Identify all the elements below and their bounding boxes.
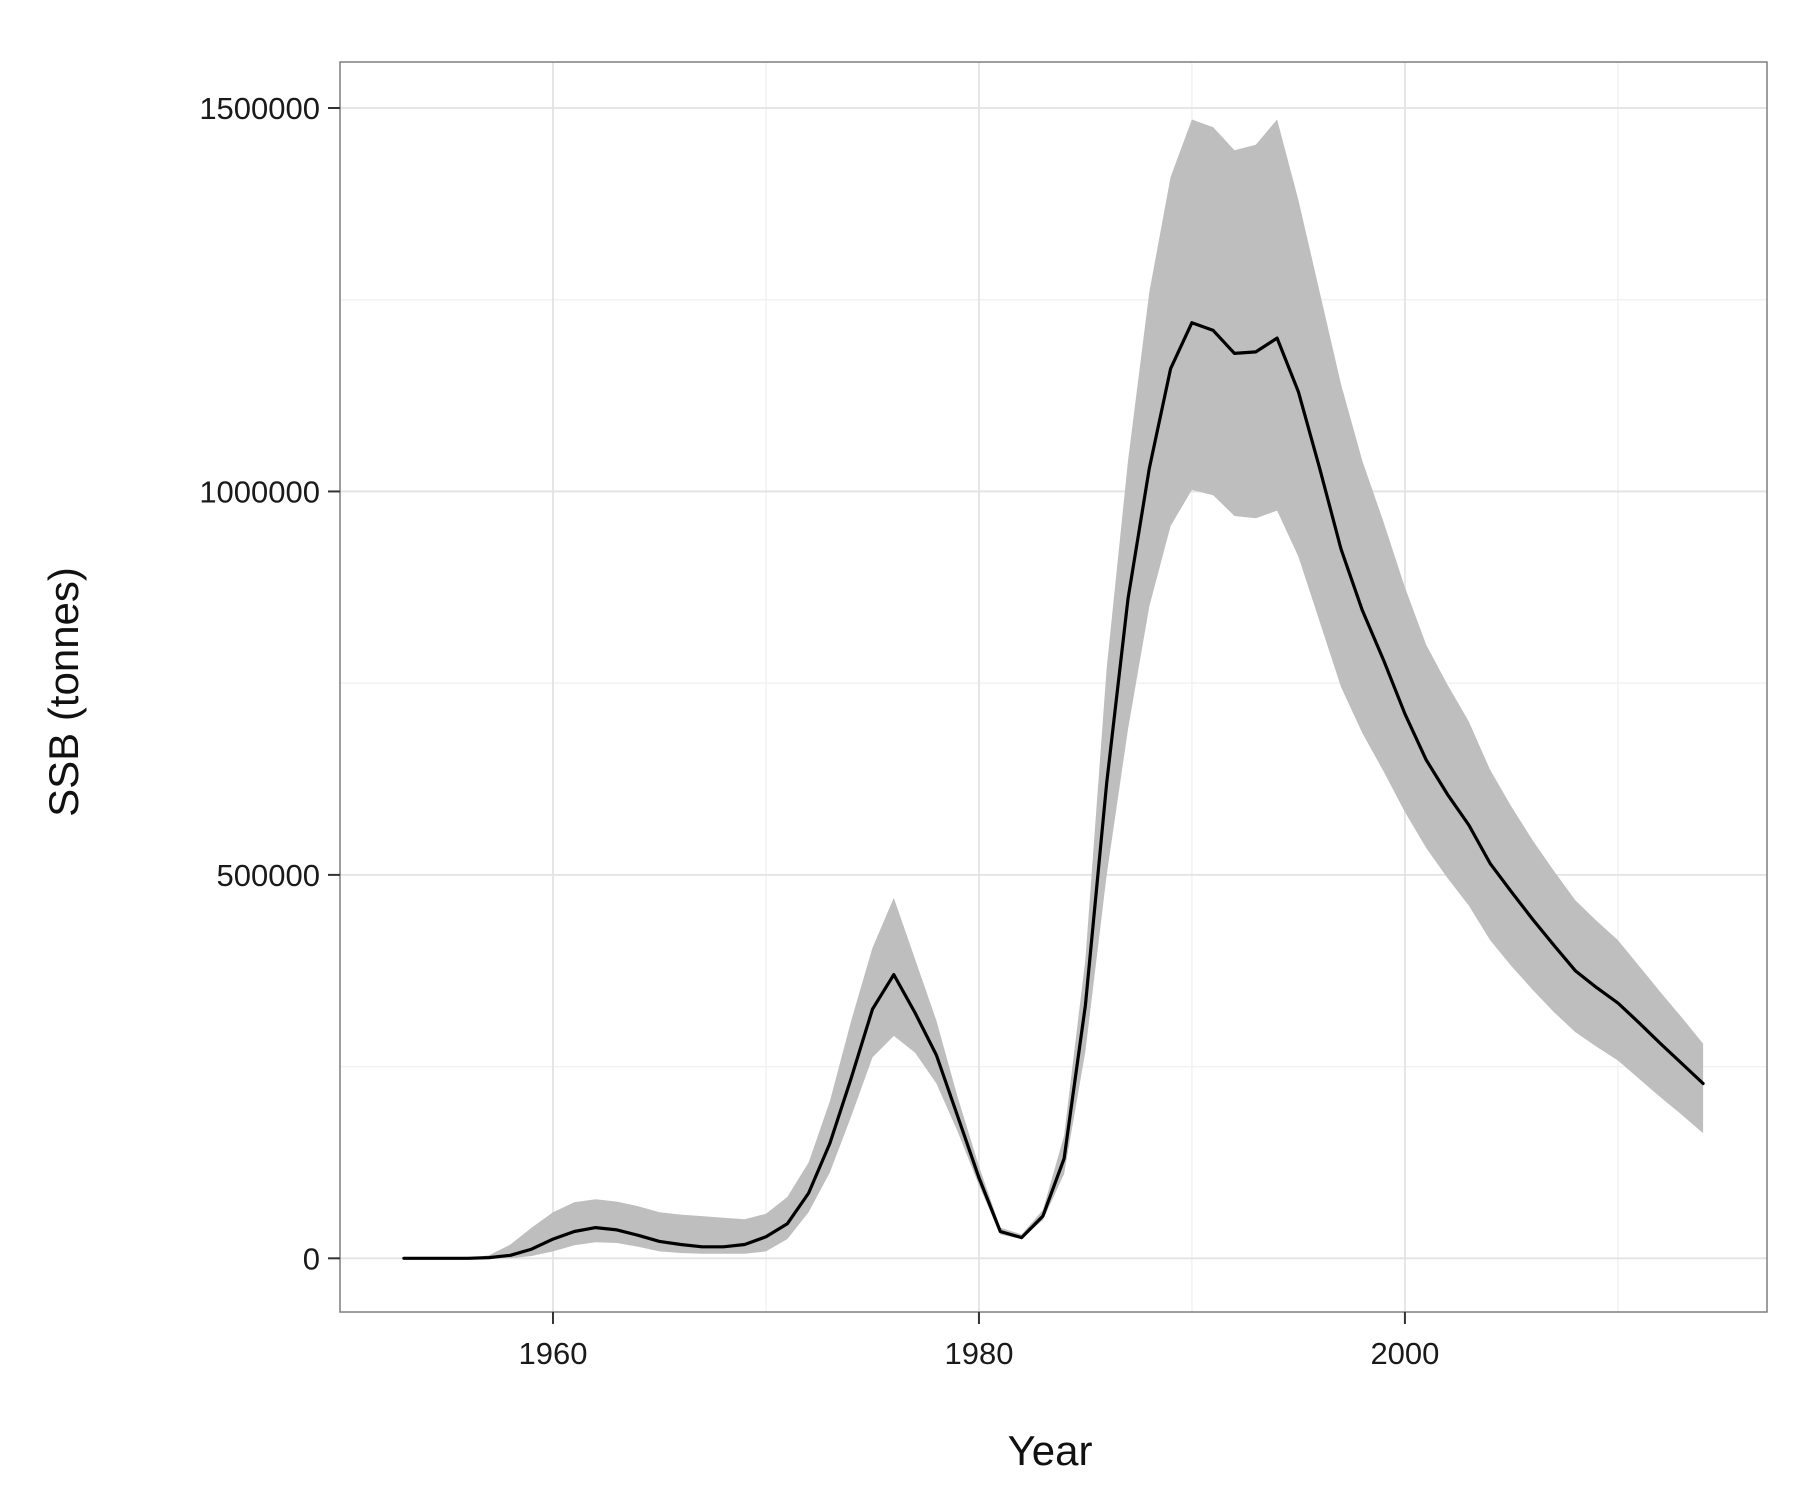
y-tick-label: 500000 xyxy=(217,858,320,893)
grid-major xyxy=(340,62,1767,1312)
grid-minor xyxy=(339,62,1767,1312)
x-axis-title: Year xyxy=(1008,1427,1093,1474)
y-tick-label: 1000000 xyxy=(199,474,320,509)
x-tick-labels: 1960 1980 2000 xyxy=(519,1336,1440,1371)
y-tick-label: 1500000 xyxy=(199,91,320,126)
confidence-band xyxy=(403,119,1704,1259)
x-tick-label: 1960 xyxy=(519,1336,588,1371)
x-tick-label: 1980 xyxy=(944,1336,1013,1371)
y-tick-label: 0 xyxy=(303,1241,320,1276)
confidence-band-layer xyxy=(403,119,1704,1259)
y-tick-labels: 0 500000 1000000 1500000 xyxy=(199,91,320,1276)
panel-background xyxy=(340,62,1767,1312)
y-axis-title: SSB (tonnes) xyxy=(40,567,87,817)
panel-border xyxy=(339,61,1768,1313)
ssb-line xyxy=(402,321,1705,1260)
ssb-line-layer xyxy=(402,321,1705,1260)
x-tick-label: 2000 xyxy=(1370,1336,1439,1371)
axis-ticks xyxy=(328,107,1406,1324)
